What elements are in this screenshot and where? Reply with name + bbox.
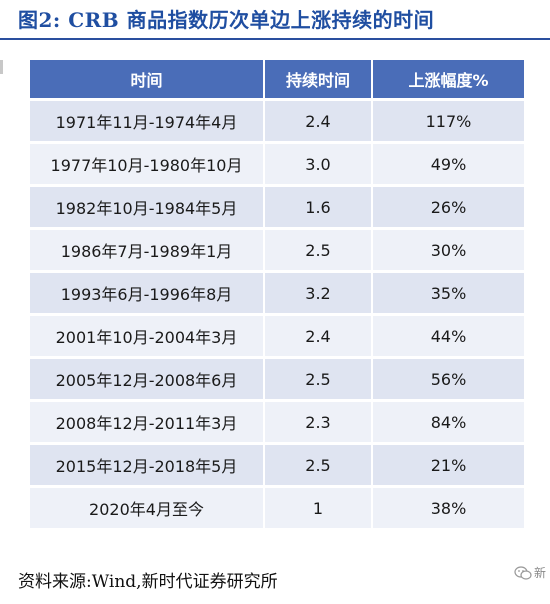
cell-period: 1986年7月-1989年1月	[30, 230, 265, 270]
cell-duration: 2.5	[265, 445, 373, 485]
cell-increase: 84%	[373, 402, 524, 442]
cell-increase: 117%	[373, 101, 524, 141]
table-header-row: 时间 持续时间 上涨幅度%	[30, 60, 524, 98]
header-period: 时间	[30, 60, 265, 98]
cell-duration: 2.3	[265, 402, 373, 442]
cell-increase: 44%	[373, 316, 524, 356]
edge-mark	[0, 60, 3, 74]
table-row: 1982年10月-1984年5月 1.6 26%	[30, 187, 524, 227]
cell-period: 1977年10月-1980年10月	[30, 144, 265, 184]
table-row: 2015年12月-2018年5月 2.5 21%	[30, 445, 524, 485]
table-row: 2020年4月至今 1 38%	[30, 488, 524, 528]
table-row: 1977年10月-1980年10月 3.0 49%	[30, 144, 524, 184]
cell-duration: 2.4	[265, 101, 373, 141]
header-duration: 持续时间	[265, 60, 373, 98]
cell-increase: 38%	[373, 488, 524, 528]
figure-title: 图2: CRB 商品指数历次单边上涨持续的时间	[18, 8, 435, 32]
cell-period: 1993年6月-1996年8月	[30, 273, 265, 313]
cell-increase: 26%	[373, 187, 524, 227]
table-row: 1986年7月-1989年1月 2.5 30%	[30, 230, 524, 270]
table-row: 1971年11月-1974年4月 2.4 117%	[30, 101, 524, 141]
cell-period: 2008年12月-2011年3月	[30, 402, 265, 442]
data-table: 时间 持续时间 上涨幅度% 1971年11月-1974年4月 2.4 117% …	[30, 57, 524, 531]
table-row: 1993年6月-1996年8月 3.2 35%	[30, 273, 524, 313]
cell-duration: 1.6	[265, 187, 373, 227]
cell-increase: 30%	[373, 230, 524, 270]
cell-duration: 2.4	[265, 316, 373, 356]
cell-duration: 2.5	[265, 230, 373, 270]
cell-increase: 35%	[373, 273, 524, 313]
source-note: 资料来源:Wind,新时代证券研究所	[18, 572, 278, 592]
cell-increase: 56%	[373, 359, 524, 399]
cell-period: 2001年10月-2004年3月	[30, 316, 265, 356]
wechat-icon	[514, 565, 532, 580]
watermark-text: 新	[533, 566, 546, 580]
title-bar: 图2: CRB 商品指数历次单边上涨持续的时间	[0, 0, 550, 40]
cell-duration: 3.0	[265, 144, 373, 184]
header-increase: 上涨幅度%	[373, 60, 524, 98]
cell-duration: 1	[265, 488, 373, 528]
cell-duration: 2.5	[265, 359, 373, 399]
cell-period: 2005年12月-2008年6月	[30, 359, 265, 399]
table-row: 2008年12月-2011年3月 2.3 84%	[30, 402, 524, 442]
watermark: 新	[514, 564, 546, 581]
cell-increase: 21%	[373, 445, 524, 485]
cell-period: 1982年10月-1984年5月	[30, 187, 265, 227]
cell-duration: 3.2	[265, 273, 373, 313]
table-row: 2005年12月-2008年6月 2.5 56%	[30, 359, 524, 399]
cell-period: 2015年12月-2018年5月	[30, 445, 265, 485]
cell-period: 2020年4月至今	[30, 488, 265, 528]
cell-increase: 49%	[373, 144, 524, 184]
cell-period: 1971年11月-1974年4月	[30, 101, 265, 141]
table-row: 2001年10月-2004年3月 2.4 44%	[30, 316, 524, 356]
